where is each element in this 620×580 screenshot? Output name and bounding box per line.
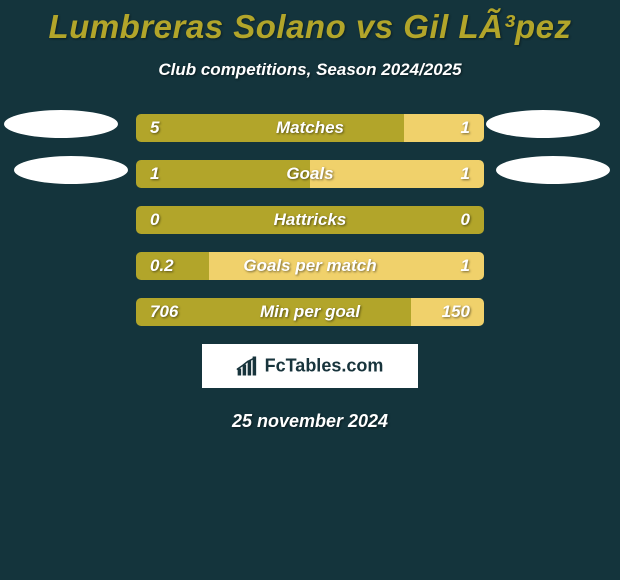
stat-bar: 0.21Goals per match bbox=[136, 252, 484, 280]
stat-row: 0.21Goals per match bbox=[0, 252, 620, 280]
stat-row: 706150Min per goal bbox=[0, 298, 620, 326]
decorative-ellipse bbox=[14, 156, 128, 184]
date-text: 25 november 2024 bbox=[0, 411, 620, 432]
stat-bar: 11Goals bbox=[136, 160, 484, 188]
stat-bar: 706150Min per goal bbox=[136, 298, 484, 326]
decorative-ellipse bbox=[4, 110, 118, 138]
stat-label: Goals bbox=[136, 160, 484, 188]
stats-bars: 51Matches 11Goals 00Hattricks 0.21Goals per… bbox=[0, 114, 620, 326]
stat-row: 00Hattricks bbox=[0, 206, 620, 234]
page-subtitle: Club competitions, Season 2024/2025 bbox=[0, 60, 620, 80]
bars-icon bbox=[237, 356, 261, 376]
footer: FcTables.com 25 november 2024 bbox=[0, 344, 620, 432]
comparison-infographic: Lumbreras Solano vs Gil LÃ³pez Club comp… bbox=[0, 8, 620, 432]
stat-label: Matches bbox=[136, 114, 484, 142]
stat-label: Hattricks bbox=[136, 206, 484, 234]
logo-text: FcTables.com bbox=[265, 356, 384, 377]
stat-bar: 51Matches bbox=[136, 114, 484, 142]
decorative-ellipse bbox=[486, 110, 600, 138]
decorative-ellipse bbox=[496, 156, 610, 184]
stat-bar: 00Hattricks bbox=[136, 206, 484, 234]
stat-label: Goals per match bbox=[136, 252, 484, 280]
page-title: Lumbreras Solano vs Gil LÃ³pez bbox=[0, 8, 620, 46]
stat-label: Min per goal bbox=[136, 298, 484, 326]
logo-box: FcTables.com bbox=[202, 344, 418, 388]
